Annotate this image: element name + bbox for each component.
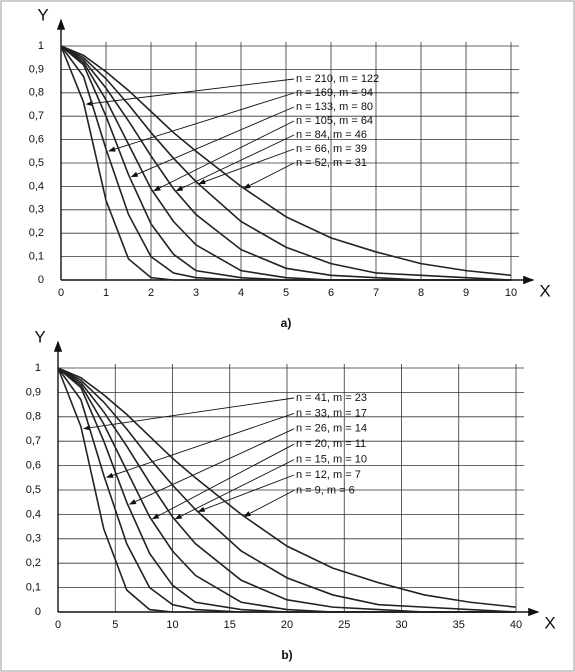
curve-label: n = 84, m = 46 — [296, 129, 367, 141]
x-tick-label: 0 — [58, 287, 64, 299]
curve — [57, 367, 517, 613]
curve-label: n = 52, m = 31 — [296, 157, 367, 169]
y-tick-label: 0,4 — [26, 508, 41, 520]
curve-label: n = 41, m = 23 — [296, 392, 367, 404]
x-tick-label: 40 — [510, 619, 522, 631]
x-tick-label: 2 — [148, 287, 154, 299]
x-axis-label: X — [544, 613, 555, 632]
curve — [60, 45, 512, 281]
x-axis-label: X — [539, 281, 550, 300]
x-tick-label: 5 — [283, 287, 289, 299]
y-tick-label: 0,8 — [26, 411, 41, 423]
y-tick-label: 0 — [35, 606, 41, 618]
curve-label: n = 105, m = 64 — [296, 115, 373, 127]
y-tick-label: 0,8 — [29, 87, 44, 99]
y-tick-label: 0 — [38, 274, 44, 286]
x-tick-label: 10 — [166, 619, 178, 631]
y-axis-label: Y — [34, 327, 45, 346]
curve-label: n = 26, m = 14 — [296, 423, 367, 435]
curve-label: n = 12, m = 7 — [296, 469, 361, 481]
curve-label: n = 33, m = 17 — [296, 407, 367, 419]
y-tick-label: 0,9 — [26, 386, 41, 398]
curve — [60, 45, 511, 281]
x-tick-label: 20 — [281, 619, 293, 631]
y-tick-label: 0,9 — [29, 63, 44, 75]
x-tick-label: 1 — [103, 287, 109, 299]
x-tick-label: 15 — [224, 619, 236, 631]
x-tick-label: 6 — [328, 287, 334, 299]
label-arrow — [105, 412, 295, 478]
y-tick-label: 0,7 — [29, 110, 44, 122]
x-tick-label: 25 — [338, 619, 350, 631]
y-tick-label: 0,5 — [26, 484, 41, 496]
x-tick-label: 30 — [395, 619, 407, 631]
y-tick-label: 1 — [38, 40, 44, 52]
x-tick-label: 7 — [373, 287, 379, 299]
caption: b) — [281, 648, 292, 662]
curve-label: n = 20, m = 11 — [296, 438, 366, 450]
label-arrow — [85, 78, 295, 107]
curve — [57, 367, 517, 608]
label-arrow — [198, 148, 295, 185]
label-arrow — [243, 490, 295, 517]
curve-label: n = 15, m = 10 — [296, 454, 367, 466]
x-tick-label: 3 — [193, 287, 199, 299]
y-tick-label: 0,1 — [29, 251, 44, 263]
label-arrow — [108, 92, 295, 152]
y-tick-label: 0,3 — [29, 204, 44, 216]
x-tick-label: 4 — [238, 287, 244, 299]
y-tick-label: 0,7 — [26, 435, 41, 447]
y-tick-label: 0,2 — [29, 227, 44, 239]
y-tick-label: 0,5 — [29, 157, 44, 169]
label-arrow — [243, 162, 295, 189]
x-tick-label: 8 — [418, 287, 424, 299]
label-arrow — [153, 120, 295, 192]
label-arrow — [83, 397, 295, 431]
caption: a) — [281, 316, 292, 330]
y-tick-label: 0,1 — [26, 582, 41, 594]
y-tick-label: 1 — [35, 362, 41, 374]
curve — [57, 367, 516, 613]
y-tick-label: 0,2 — [26, 557, 41, 569]
x-tick-label: 0 — [55, 619, 61, 631]
label-arrow — [128, 428, 295, 505]
y-tick-label: 0,4 — [29, 180, 44, 192]
label-arrow — [130, 106, 295, 178]
curve-label: n = 133, m = 80 — [296, 101, 373, 113]
y-tick-label: 0,3 — [26, 533, 41, 545]
curve — [60, 45, 512, 277]
y-tick-label: 0,6 — [26, 460, 41, 472]
x-tick-label: 10 — [505, 287, 517, 299]
x-tick-label: 35 — [453, 619, 465, 631]
curve-label: n = 210, m = 122 — [296, 73, 379, 85]
x-tick-label: 5 — [112, 619, 118, 631]
y-tick-label: 0,6 — [29, 134, 44, 146]
label-arrow — [151, 443, 295, 520]
curve-label: n = 66, m = 39 — [296, 143, 367, 155]
curve-label: n = 9, m = 6 — [296, 484, 355, 496]
x-tick-label: 9 — [463, 287, 469, 299]
y-axis-label: Y — [37, 5, 48, 24]
label-arrow — [197, 474, 295, 512]
curve-label: n = 169, m = 94 — [296, 87, 373, 99]
